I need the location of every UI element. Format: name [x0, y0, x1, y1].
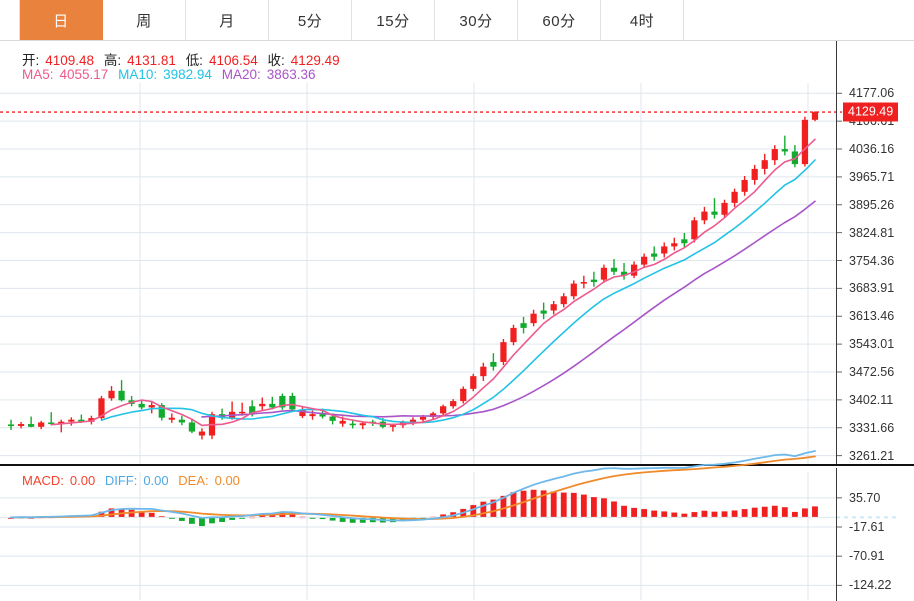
tab-15min-label: 15分	[376, 12, 410, 30]
tab-week[interactable]: 周	[103, 0, 186, 40]
price-axis-tick: 3261.21	[849, 448, 895, 463]
tab-4hour[interactable]: 4时	[601, 0, 684, 40]
chart-area: 开: 4109.48 高: 4131.81 低: 4106.54 收: 4129.49 …	[0, 41, 914, 601]
tab-5min-label: 5分	[297, 12, 323, 30]
price-chart-svg	[0, 83, 842, 464]
macd-axis-tick: -70.91	[849, 549, 885, 564]
price-axis-tick: 3895.26	[849, 197, 895, 212]
price-axis-tick: 3754.36	[849, 253, 895, 268]
tab-60min[interactable]: 60分	[518, 0, 601, 40]
price-axis-tick: 4177.06	[849, 86, 895, 101]
macd-chart-svg	[0, 450, 896, 600]
tab-30min-label: 30分	[459, 12, 493, 30]
tab-day-label: 日	[53, 12, 69, 30]
macd-pane: MACD: 0.00 DIFF: 0.00 DEA: 0.00 35.70 -17.61…	[0, 450, 914, 601]
price-axis-tick: 3331.66	[849, 420, 895, 435]
tab-5min[interactable]: 5分	[269, 0, 352, 40]
tab-30min[interactable]: 30分	[435, 0, 518, 40]
tab-15min[interactable]: 15分	[352, 0, 435, 40]
tab-day[interactable]: 日	[20, 0, 103, 40]
price-axis-tick: 3472.56	[849, 364, 895, 379]
tabbar-left-spacer	[0, 0, 20, 40]
macd-axis-separator	[836, 468, 837, 601]
macd-axis-tick: -124.22	[849, 578, 892, 593]
tab-4hour-label: 4时	[629, 12, 655, 30]
price-axis-tick: 4036.16	[849, 142, 895, 157]
tab-month[interactable]: 月	[186, 0, 269, 40]
macd-axis-tick: -17.61	[849, 520, 885, 534]
price-axis-tick: 3965.71	[849, 169, 895, 184]
macd-axis-tick: 35.70	[849, 490, 881, 505]
price-axis-tick: 3824.81	[849, 225, 895, 240]
timeframe-tabbar: 日 周 月 5分 15分 30分 60分 4时	[0, 0, 914, 41]
price-axis-tick: 3683.91	[849, 281, 895, 296]
tab-week-label: 周	[136, 12, 152, 30]
tabbar-tail	[684, 0, 914, 40]
tab-month-label: 月	[219, 12, 235, 30]
tab-60min-label: 60分	[542, 12, 576, 30]
price-axis-tick: 3543.01	[849, 337, 895, 352]
price-axis-tick: 3613.46	[849, 309, 895, 324]
price-axis-tick: 3402.11	[849, 392, 894, 407]
current-price-tag: 4129.49	[843, 102, 899, 122]
price-pane: 开: 4109.48 高: 4131.81 低: 4106.54 收: 4129.49 …	[0, 41, 914, 466]
price-axis-separator	[836, 41, 837, 464]
